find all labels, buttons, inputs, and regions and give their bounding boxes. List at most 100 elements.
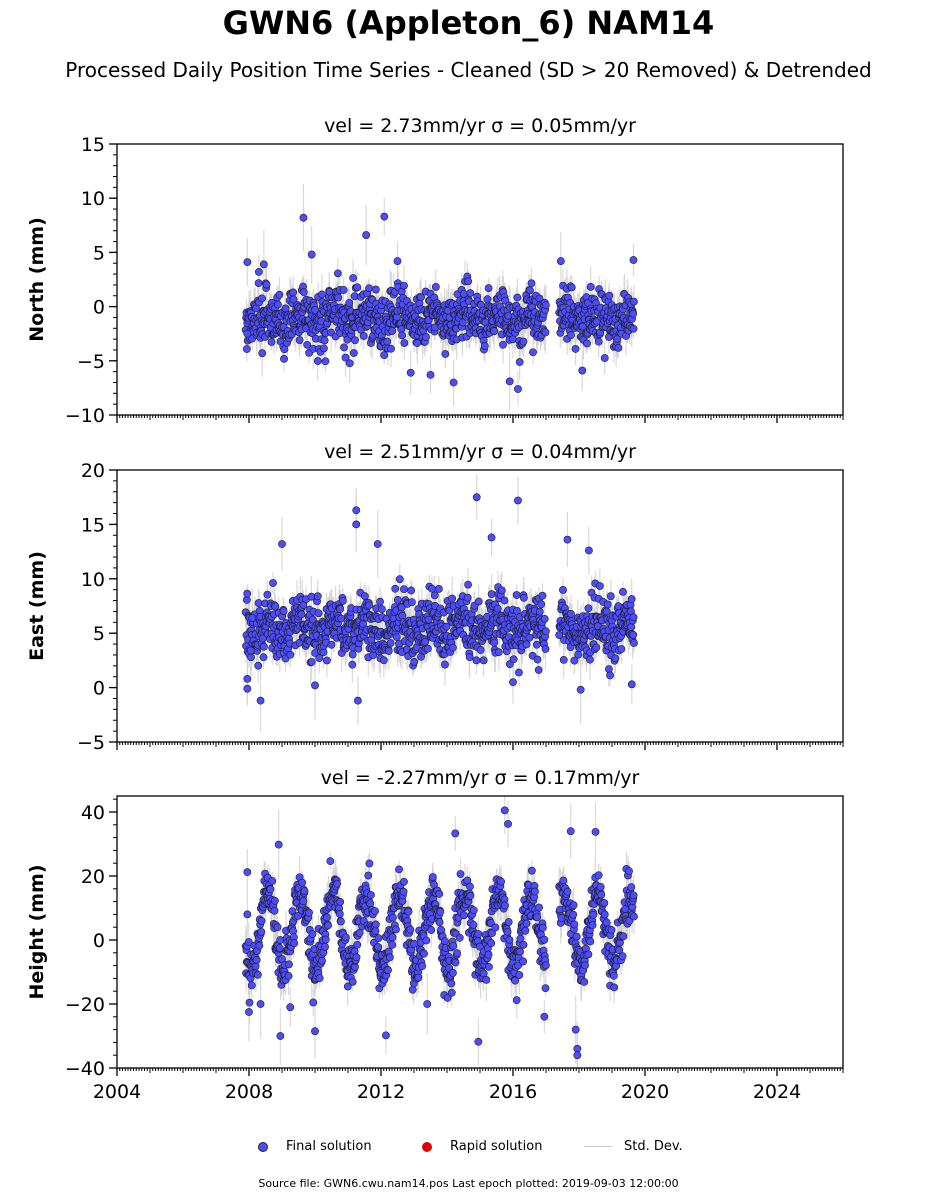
data-point [388,327,397,335]
data-point [509,655,518,664]
data-point [340,343,348,352]
data-point [289,288,298,297]
data-point [458,318,467,327]
axes-frame [116,143,844,416]
data-point [334,269,342,278]
data-point [434,585,443,593]
data-point [400,585,408,594]
data-point [349,349,358,357]
data-point [465,653,474,662]
data-point [533,655,542,664]
data-point [441,350,450,358]
data-point [267,338,276,346]
data-point [614,343,623,352]
data-point [247,653,255,662]
data-point [559,655,568,664]
data-point [630,639,638,647]
data-point [395,575,404,584]
data-point [254,661,263,670]
data-point [586,282,595,291]
data-point [505,377,514,386]
data-point [410,657,419,666]
data-point [246,646,255,655]
data-point [274,300,282,309]
data-point [258,349,267,358]
data-point [441,660,449,669]
data-point [448,594,457,603]
data-point [242,345,251,353]
data-point [286,650,295,659]
data-point [519,337,528,346]
data-point [613,335,622,343]
data-point [570,656,579,665]
data-point [307,658,316,666]
data-point [514,496,522,505]
data-point [262,280,271,289]
data-point [254,599,263,607]
panel-title: vel = 2.51mm/yr σ = 0.04mm/yr [324,441,636,463]
data-point [540,614,549,623]
data-point [259,260,268,269]
data-point [386,639,395,647]
data-point [585,546,593,555]
data-point [334,293,343,302]
data-point [398,611,407,620]
data-point [522,640,531,649]
data-point [480,342,489,350]
data-point [243,589,252,598]
data-point [297,610,306,619]
data-point [494,648,503,657]
y-tick-label: −5 [77,732,105,754]
data-point [606,592,615,601]
data-point [398,331,406,340]
data-point [463,593,472,602]
data-point [534,666,543,674]
data-point [360,592,369,601]
data-point [584,604,593,613]
data-point [337,614,346,623]
data-point [527,279,536,288]
data-point [541,328,550,337]
data-point [541,645,550,653]
y-tick-label: 20 [81,460,105,482]
data-point [243,684,252,693]
data-point [422,333,430,341]
data-point [431,283,440,291]
data-point [428,584,436,593]
data-point [307,250,316,259]
panel-1: −10 −5 0 5 10 15 vel = 2.73mm/yr σ = 0.05mm/yr… [26,115,844,427]
data-point [627,680,636,689]
data-point [259,653,268,662]
data-point [563,535,572,544]
data-point [371,285,380,294]
data-point [487,533,496,542]
data-point [314,609,323,618]
data-point [474,597,483,606]
data-point [373,540,382,548]
data-point [278,540,286,548]
data-point [472,493,481,502]
data-point [571,345,580,353]
x-ticks [116,742,844,750]
data-point [583,339,591,348]
data-point [338,596,347,605]
data-point [406,368,415,377]
data-point [391,584,400,593]
data-point [525,633,534,642]
data-point [299,288,308,297]
y-tick-label: −5 [77,351,105,373]
data-point [484,284,493,292]
data-point [408,598,416,607]
data-point [379,656,388,665]
data-point [352,506,361,515]
data-point [393,257,402,265]
data-point [339,286,348,294]
data-point [315,654,324,663]
data-point [319,344,328,353]
data-point [289,295,298,304]
data-point [567,331,575,340]
data-point [630,297,638,306]
data-point [449,643,457,652]
data-point [538,591,547,600]
